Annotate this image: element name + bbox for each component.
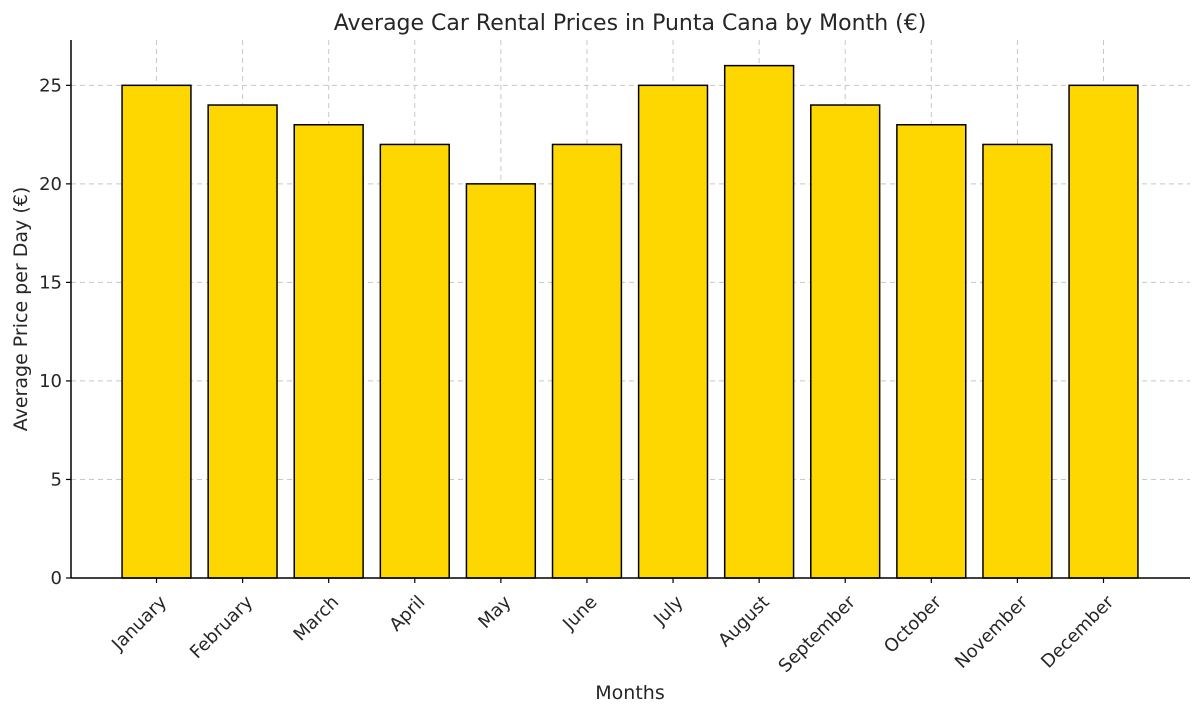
y-tick-label: 20 bbox=[39, 174, 62, 195]
x-tick-label: May bbox=[474, 591, 515, 632]
y-tick-label: 25 bbox=[39, 75, 62, 96]
x-tick-label: October bbox=[880, 591, 946, 657]
bar-february bbox=[207, 104, 278, 579]
x-tick-label: February bbox=[186, 591, 257, 662]
x-tick-label: January bbox=[107, 591, 171, 655]
bar-may bbox=[465, 183, 537, 579]
x-axis-label: Months bbox=[595, 682, 664, 704]
bar-june bbox=[551, 143, 623, 579]
chart-title: Average Car Rental Prices in Punta Cana … bbox=[334, 11, 927, 36]
x-tick-label: March bbox=[290, 592, 344, 646]
x-tick-label: June bbox=[558, 592, 601, 635]
x-tick-label: August bbox=[714, 592, 773, 651]
axes bbox=[70, 40, 1190, 579]
bar-april bbox=[379, 143, 450, 579]
x-tick-label: September bbox=[775, 591, 861, 677]
x-tick-label: December bbox=[1037, 591, 1118, 672]
y-tick-label: 0 bbox=[51, 568, 62, 589]
bar-july bbox=[637, 84, 709, 579]
bar-august bbox=[723, 64, 795, 579]
bar-september bbox=[810, 104, 881, 579]
bar-october bbox=[896, 123, 967, 579]
bar-march bbox=[293, 123, 364, 579]
y-tick-label: 15 bbox=[39, 272, 62, 293]
x-tick-label: July bbox=[649, 591, 688, 630]
bar-january bbox=[121, 84, 192, 579]
y-tick-label: 10 bbox=[39, 371, 62, 392]
y-axis-label: Average Price per Day (€) bbox=[10, 187, 32, 432]
y-tick-label: 5 bbox=[51, 469, 62, 490]
bar-december bbox=[1068, 84, 1139, 579]
y-ticks: 0 5 10 15 20 25 bbox=[39, 75, 71, 589]
x-tick-label: November bbox=[951, 591, 1032, 672]
x-tick-label: April bbox=[385, 592, 429, 636]
bar-november bbox=[982, 143, 1053, 579]
bars bbox=[121, 64, 1139, 579]
x-ticks: January February March April May June July Augu… bbox=[107, 578, 1119, 677]
